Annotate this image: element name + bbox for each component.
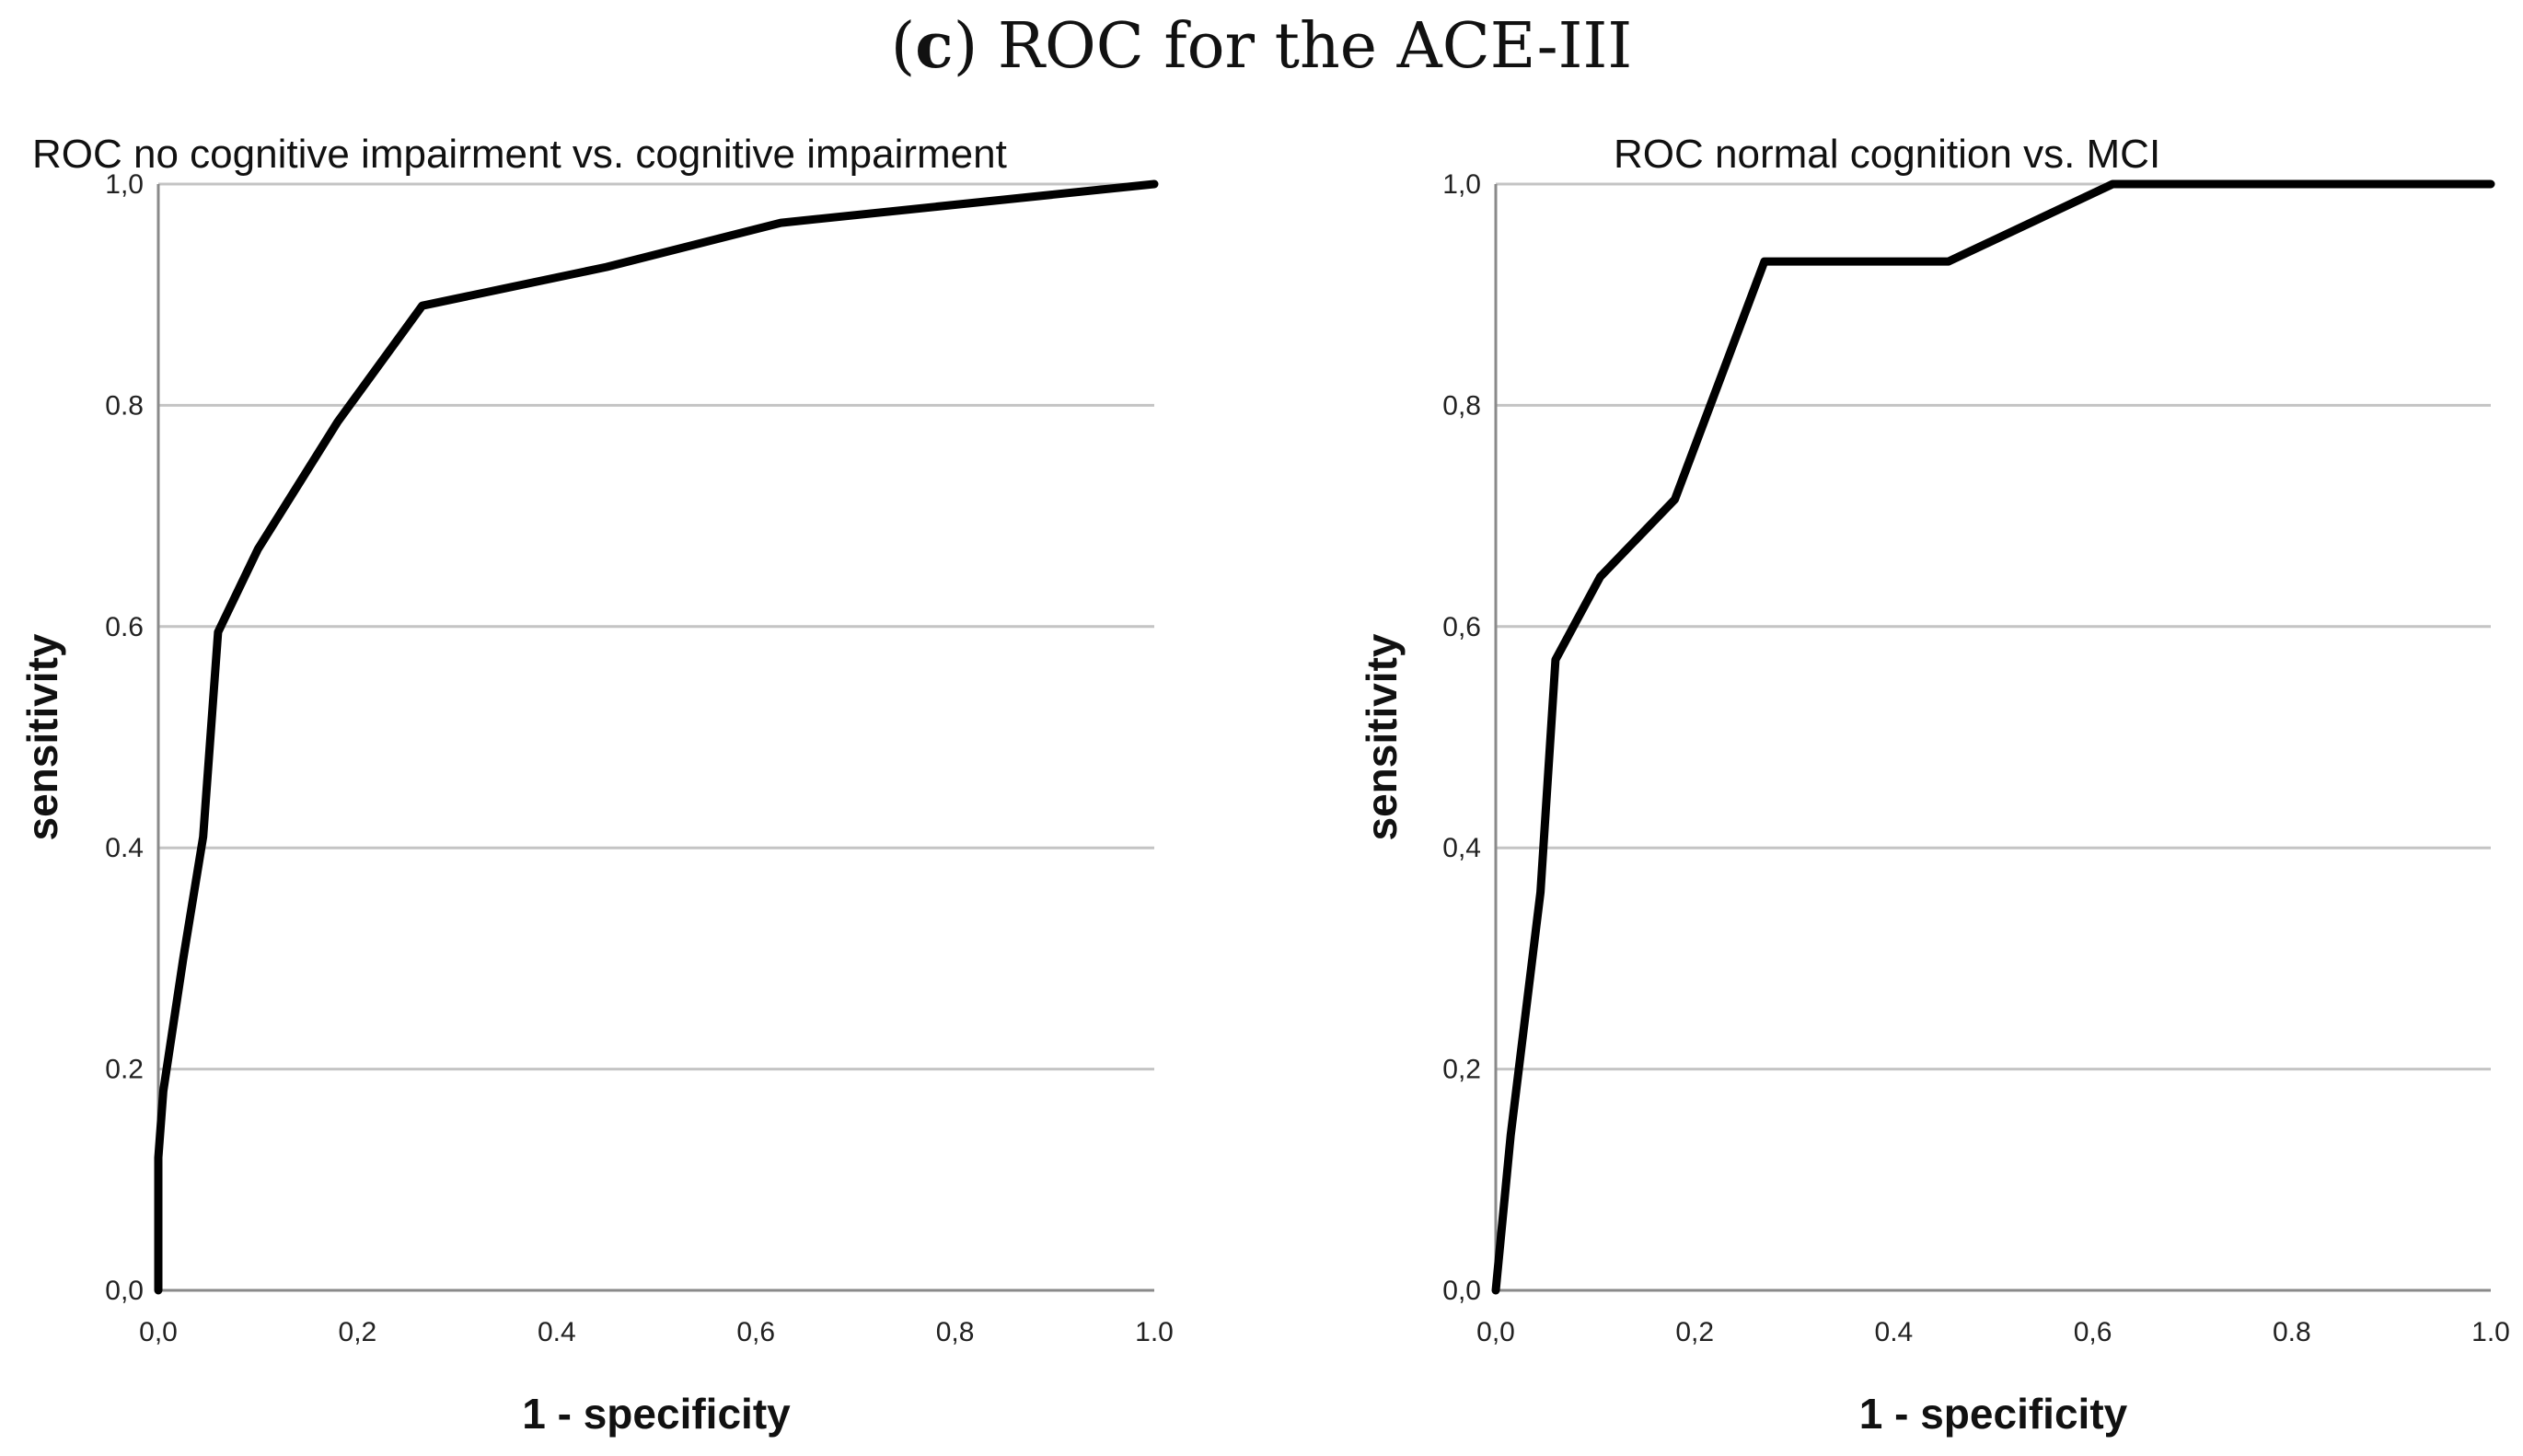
right-chart-y-tick-label: 1,0 [1442,169,1481,200]
right-chart-roc-line [1491,179,2495,1295]
caption-close-paren: ) [953,10,978,83]
right-chart-x-tick-label: 0,0 [1476,1317,1515,1347]
left-chart-y-tick-label: 1,0 [105,169,144,200]
right-chart-x-tick-label: 1.0 [2471,1317,2510,1347]
right-chart-x-axis-label: 1 - specificity [1859,1390,2128,1438]
left-chart-x-tick-label: 0,2 [339,1317,377,1347]
right-chart-y-tick-label: 0,8 [1442,390,1481,421]
figure-caption: (c) ROC for the ACE-III [0,9,2523,84]
caption-text: ROC for the ACE-III [978,10,1633,83]
left-chart-x-axis-label: 1 - specificity [522,1390,791,1438]
caption-open-paren: ( [890,10,916,83]
left-chart-x-tick-label: 0,8 [936,1317,975,1347]
left-chart-x-tick-label: 0,0 [139,1317,178,1347]
right-chart-y-axis-label: sensitivity [1358,633,1406,840]
right-chart-y-tick-label: 0,4 [1442,833,1481,863]
left-chart-y-axis-label: sensitivity [18,633,66,840]
left-chart-y-tick-label: 0,0 [105,1276,144,1306]
right-chart-x-tick-label: 0,2 [1675,1317,1714,1347]
right-chart-title: ROC normal cognition vs. MCI [1614,132,2160,177]
left-chart-y-tick-label: 0.4 [105,833,144,863]
left-chart-y-tick-label: 0.2 [105,1055,144,1085]
left-chart-title: ROC no cognitive impairment vs. cognitiv… [32,132,1007,177]
left-chart-roc-line [154,179,1159,1295]
caption-panel-letter: c [915,9,954,83]
right-chart-y-tick-label: 0,2 [1442,1055,1481,1085]
left-chart-y-tick-label: 0.8 [105,390,144,421]
right-chart-x-tick-label: 0,6 [2074,1317,2112,1347]
left-chart-x-tick-label: 1.0 [1135,1317,1174,1347]
left-chart-x-tick-label: 0,6 [736,1317,775,1347]
left-chart-x-tick-label: 0.4 [538,1317,576,1347]
right-chart-y-tick-label: 0,6 [1442,612,1481,642]
right-chart-y-tick-label: 0,0 [1442,1276,1481,1306]
right-chart-x-tick-label: 0.4 [1875,1317,1914,1347]
left-chart-y-tick-label: 0.6 [105,612,144,642]
right-chart-x-tick-label: 0.8 [2273,1317,2311,1347]
